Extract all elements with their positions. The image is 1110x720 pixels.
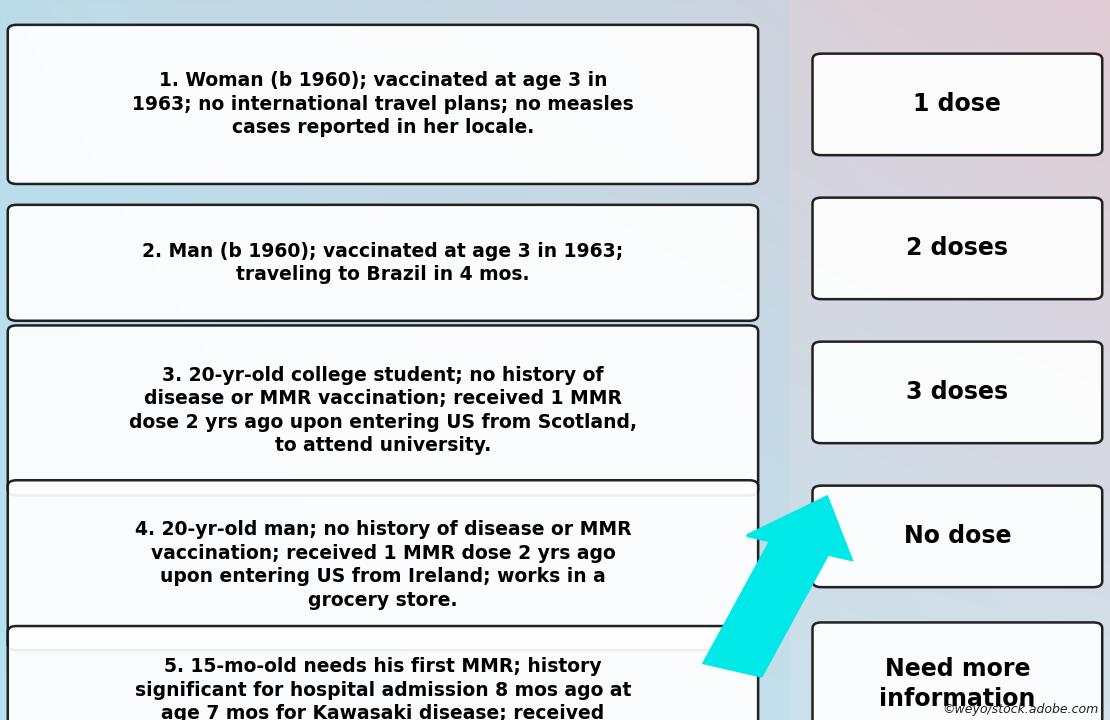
- Text: 3. 20-yr-old college student; no history of
disease or MMR vaccination; received: 3. 20-yr-old college student; no history…: [129, 366, 637, 455]
- Text: 1. Woman (b 1960); vaccinated at age 3 in
1963; no international travel plans; n: 1. Woman (b 1960); vaccinated at age 3 i…: [132, 71, 634, 138]
- Text: Need more
information: Need more information: [879, 657, 1036, 711]
- Text: ©weyo/stock.adobe.com: ©weyo/stock.adobe.com: [942, 703, 1099, 716]
- FancyBboxPatch shape: [8, 24, 758, 184]
- FancyBboxPatch shape: [813, 197, 1102, 300]
- Text: No dose: No dose: [904, 524, 1011, 549]
- Bar: [0, 0, 788, 720]
- Text: 2 doses: 2 doses: [907, 236, 1008, 261]
- FancyBboxPatch shape: [813, 341, 1102, 443]
- FancyBboxPatch shape: [8, 325, 758, 495]
- Text: 2. Man (b 1960); vaccinated at age 3 in 1963;
traveling to Brazil in 4 mos.: 2. Man (b 1960); vaccinated at age 3 in …: [142, 241, 624, 284]
- Text: 3 doses: 3 doses: [906, 380, 1009, 405]
- FancyBboxPatch shape: [813, 485, 1102, 588]
- Text: 5. 15-mo-old needs his first MMR; history
significant for hospital admission 8 m: 5. 15-mo-old needs his first MMR; histor…: [134, 657, 632, 720]
- FancyBboxPatch shape: [813, 622, 1102, 720]
- Text: 4. 20-yr-old man; no history of disease or MMR
vaccination; received 1 MMR dose : 4. 20-yr-old man; no history of disease …: [134, 521, 632, 610]
- FancyBboxPatch shape: [8, 204, 758, 321]
- FancyBboxPatch shape: [8, 480, 758, 650]
- FancyBboxPatch shape: [8, 626, 758, 720]
- FancyArrow shape: [704, 497, 851, 676]
- Text: 1 dose: 1 dose: [914, 92, 1001, 117]
- FancyBboxPatch shape: [813, 53, 1102, 155]
